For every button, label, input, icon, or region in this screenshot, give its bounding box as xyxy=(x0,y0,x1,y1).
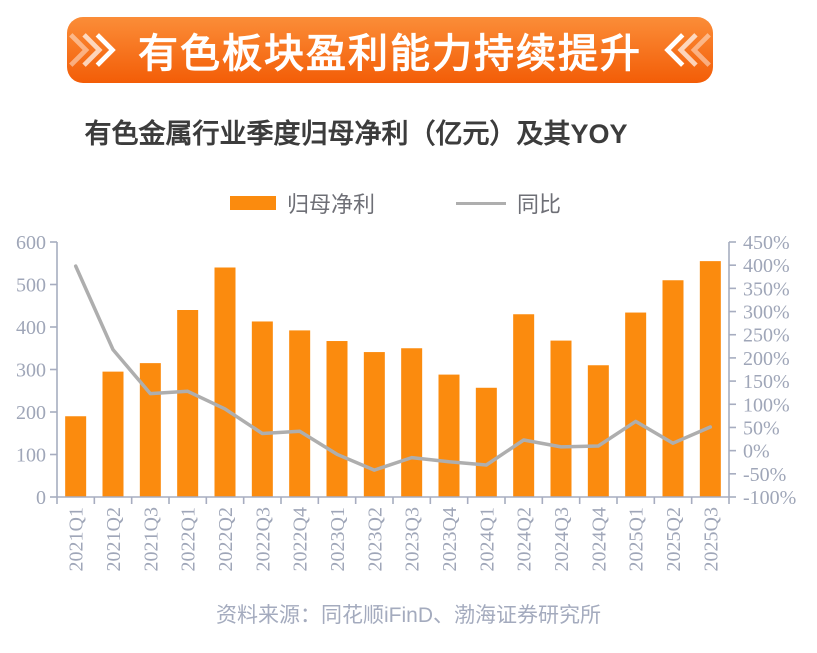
legend-bar-label: 归母净利 xyxy=(287,192,376,217)
net-profit-bar-2021Q3 xyxy=(139,363,161,497)
x-axis-label-2024Q3: 2024Q3 xyxy=(551,507,573,571)
right-axis-label: -50% xyxy=(743,464,786,486)
net-profit-bar-2024Q2 xyxy=(513,314,535,497)
legend-line-swatch xyxy=(456,201,506,205)
right-axis-label: 300% xyxy=(743,302,790,324)
legend-item-yoy: 同比 xyxy=(456,190,562,217)
chart-title: 有色金属行业季度归母净利（亿元）及其YOY xyxy=(84,119,628,149)
net-profit-bar-2022Q1 xyxy=(177,310,199,497)
x-axis-label-2025Q1: 2025Q1 xyxy=(626,507,648,571)
right-axis-label: -100% xyxy=(743,487,796,509)
left-axis-label: 200 xyxy=(16,402,46,424)
net-profit-bar-2025Q1 xyxy=(625,312,647,497)
net-profit-bar-2024Q1 xyxy=(475,387,497,497)
x-axis-label-2021Q3: 2021Q3 xyxy=(140,507,162,571)
x-axis-label-2022Q2: 2022Q2 xyxy=(215,507,237,571)
net-profit-bar-2022Q3 xyxy=(251,321,273,497)
right-axis-label: 50% xyxy=(743,417,780,439)
right-axis-label: 450% xyxy=(743,232,790,254)
x-axis-label-2024Q1: 2024Q1 xyxy=(476,507,498,571)
left-axis-label: 500 xyxy=(16,275,46,297)
x-axis-label-2023Q2: 2023Q2 xyxy=(364,507,386,571)
left-axis-label: 100 xyxy=(16,445,46,467)
legend-line-label: 同比 xyxy=(517,192,562,217)
left-axis-label: 0 xyxy=(36,487,46,509)
net-profit-bar-2023Q1 xyxy=(326,341,348,497)
x-axis-label-2024Q4: 2024Q4 xyxy=(588,507,610,571)
net-profit-bar-2021Q2 xyxy=(102,371,124,497)
x-axis-label-2022Q3: 2022Q3 xyxy=(252,507,274,571)
x-axis-label-2021Q1: 2021Q1 xyxy=(66,507,88,571)
right-axis-label: 100% xyxy=(743,394,790,416)
net-profit-bar-2023Q3 xyxy=(401,348,423,497)
net-profit-bar-2024Q4 xyxy=(587,365,609,497)
net-profit-bar-2023Q2 xyxy=(363,352,385,497)
x-axis-label-2022Q4: 2022Q4 xyxy=(290,507,312,571)
legend: 归母净利 同比 xyxy=(0,190,817,217)
net-profit-bar-2025Q2 xyxy=(662,280,684,497)
left-axis-label: 400 xyxy=(16,317,46,339)
net-profit-bar-2024Q3 xyxy=(550,340,572,497)
left-axis-label: 600 xyxy=(16,232,46,254)
right-axis-label: 200% xyxy=(743,348,790,370)
chevrons-right-icon xyxy=(69,33,116,67)
left-axis-label: 300 xyxy=(16,360,46,382)
net-profit-bar-2025Q3 xyxy=(699,261,721,497)
net-profit-bar-2022Q2 xyxy=(214,267,236,497)
legend-item-net-profit: 归母净利 xyxy=(230,190,376,217)
chevrons-left-icon xyxy=(664,33,711,67)
right-axis-label: 350% xyxy=(743,278,790,300)
yoy-line xyxy=(73,264,713,472)
x-axis-label-2024Q2: 2024Q2 xyxy=(514,507,536,571)
right-axis-label: 0% xyxy=(743,441,770,463)
x-axis-label-2022Q1: 2022Q1 xyxy=(178,507,200,571)
banner-title: 有色板块盈利能力持续提升 xyxy=(138,32,642,76)
legend-bar-swatch xyxy=(230,196,276,210)
x-axis-label-2023Q1: 2023Q1 xyxy=(327,507,349,571)
net-profit-bar-2023Q4 xyxy=(438,374,460,497)
right-axis-label: 400% xyxy=(743,255,790,277)
x-axis-label-2023Q3: 2023Q3 xyxy=(402,507,424,571)
right-axis-label: 150% xyxy=(743,371,790,393)
net-profit-bar-2022Q4 xyxy=(289,330,311,497)
x-axis-label-2021Q2: 2021Q2 xyxy=(103,507,125,571)
x-axis-label-2025Q3: 2025Q3 xyxy=(700,507,722,571)
x-axis-label-2023Q4: 2023Q4 xyxy=(439,507,461,571)
source-note: 资料来源：同花顺iFinD、渤海证券研究所 xyxy=(215,604,601,627)
right-axis-label: 250% xyxy=(743,325,790,347)
banner: 有色板块盈利能力持续提升 xyxy=(67,17,713,83)
x-axis-label-2025Q2: 2025Q2 xyxy=(663,507,685,571)
net-profit-bar-2021Q1 xyxy=(65,416,87,497)
